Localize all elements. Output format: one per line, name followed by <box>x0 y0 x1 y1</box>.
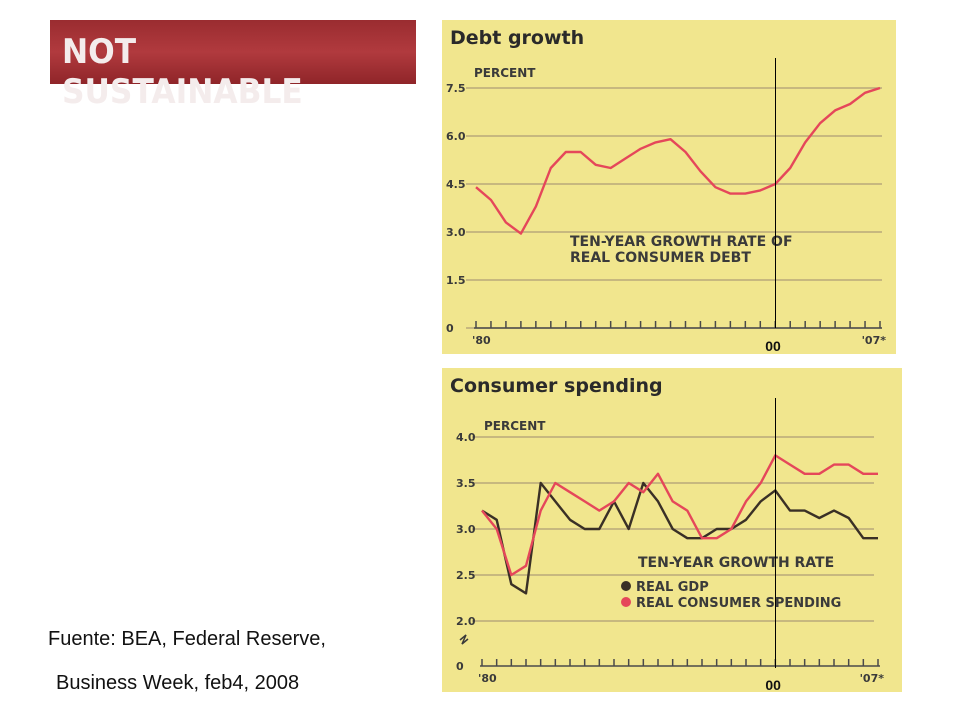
chart-title: Consumer spending <box>450 375 663 397</box>
y-tick-label: 3.0 <box>446 226 466 239</box>
banner-text: NOT SUSTAINABLE <box>62 32 303 112</box>
legend-marker <box>621 597 631 607</box>
chart-title: Debt growth <box>450 27 584 49</box>
y-tick-label: 2.5 <box>456 569 476 582</box>
x-tick-label: '80 <box>472 334 491 347</box>
y-axis-label: PERCENT <box>474 66 536 80</box>
chart-annotation: TEN-YEAR GROWTH RATE OF <box>570 234 793 250</box>
y-tick-label: 3.0 <box>456 523 476 536</box>
series-line <box>475 86 881 235</box>
y-tick-label: 4.0 <box>456 431 476 444</box>
y-axis-label: PERCENT <box>484 419 546 433</box>
series-line <box>481 481 878 595</box>
y-tick-label: 4.5 <box>446 178 466 191</box>
debt-growth-chart: Debt growth PERCENT 0 1.5 3.0 4.5 6.0 7.5 '80 '07… <box>442 20 896 354</box>
y-tick-label: 6.0 <box>446 130 466 143</box>
axis-break-icon <box>459 634 469 645</box>
debt-growth-svg: Debt growth PERCENT 0 1.5 3.0 4.5 6.0 7.5 '80 '07… <box>446 27 887 347</box>
series-line <box>481 454 878 577</box>
source-line-1: Fuente: BEA, Federal Reserve, <box>48 628 326 650</box>
not-sustainable-banner: NOT SUSTAINABLE <box>50 20 416 112</box>
y-tick-label: 7.5 <box>446 82 466 95</box>
marker-label-debt: 00 <box>765 338 781 354</box>
y-tick-label: 0 <box>446 322 454 335</box>
y-tick-label: 2.0 <box>456 615 476 628</box>
source-line-2: Business Week, feb4, 2008 <box>56 672 300 694</box>
y-tick-label: 3.5 <box>456 477 476 490</box>
y-tick-label: 1.5 <box>446 274 466 287</box>
y-tick-label: 0 <box>456 660 464 673</box>
chart-annotation: REAL CONSUMER DEBT <box>570 250 751 266</box>
x-tick-label: '07* <box>862 334 887 347</box>
consumer-spending-svg: Consumer spending PERCENT 0 2.0 2.5 3.0 3.5 4.0… <box>450 375 885 685</box>
chart-annotation: TEN-YEAR GROWTH RATE <box>638 555 834 571</box>
legend-entry: REAL CONSUMER SPENDING <box>636 596 841 611</box>
consumer-spending-chart: Consumer spending PERCENT 0 2.0 2.5 3.0 3.5 4.0… <box>442 368 902 692</box>
x-tick-label: '80 <box>478 672 497 685</box>
x-tick-label: '07* <box>860 672 885 685</box>
legend-marker <box>621 581 631 591</box>
marker-label-spending: 00 <box>765 677 781 693</box>
marker-line-debt <box>775 58 777 328</box>
marker-line-spending <box>775 398 777 668</box>
legend-entry: REAL GDP <box>636 580 709 595</box>
